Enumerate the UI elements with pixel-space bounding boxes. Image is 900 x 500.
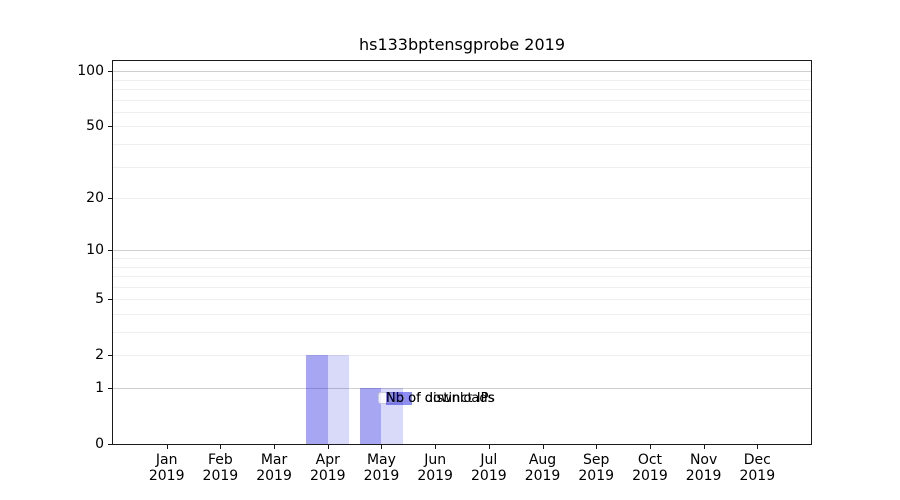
bar-distinct-ips (359, 388, 382, 444)
y-tick-mark (108, 355, 112, 357)
y-gridline-minor (113, 266, 811, 268)
x-tick-mark (220, 445, 222, 449)
y-gridline-minor (113, 99, 811, 101)
x-tick-label: Sep 2019 (578, 452, 615, 484)
y-tick-label: 10 (86, 242, 104, 259)
y-tick-mark (108, 388, 112, 389)
x-tick-mark (488, 445, 490, 449)
y-gridline-minor (113, 276, 811, 278)
legend-swatch (386, 391, 412, 405)
x-tick-label: Feb 2019 (202, 452, 239, 484)
y-tick-mark (108, 71, 112, 73)
legend-swatch (386, 391, 412, 405)
x-tick-mark (435, 445, 437, 449)
y-gridline-minor (113, 126, 811, 128)
x-tick-label: Nov 2019 (685, 452, 722, 484)
y-tick-label: 50 (86, 118, 104, 135)
x-tick-mark (757, 445, 759, 449)
y-tick-mark (108, 198, 112, 200)
x-tick-mark (166, 445, 168, 449)
y-gridline-minor (113, 355, 811, 357)
y-tick-label: 100 (77, 63, 104, 80)
bar-distinct-ips (306, 355, 328, 444)
y-tick-mark (108, 126, 112, 128)
y-gridline-major (113, 71, 811, 73)
x-tick-label: Dec 2019 (739, 452, 776, 484)
x-tick-label: Jan 2019 (148, 452, 185, 484)
y-tick-label: 1 (95, 380, 104, 396)
x-tick-mark (274, 445, 276, 449)
y-gridline-minor (113, 111, 811, 113)
x-tick-mark (596, 445, 598, 449)
x-tick-label: Jun 2019 (417, 452, 453, 484)
x-tick-label: May 2019 (363, 452, 400, 484)
y-gridline-minor (113, 79, 811, 81)
x-tick-label: Mar 2019 (256, 452, 292, 484)
y-gridline-minor (113, 198, 811, 200)
x-tick-label: Jul 2019 (471, 452, 507, 484)
x-tick-mark (327, 445, 329, 449)
y-gridline-minor (113, 144, 811, 146)
y-gridline-minor (113, 313, 811, 315)
bar-downloads (327, 355, 350, 444)
y-gridline-minor (113, 299, 811, 301)
y-gridline-major (113, 250, 811, 252)
legend-label: Nb of distinct IPs (386, 390, 495, 406)
y-gridline-minor (113, 332, 811, 334)
y-tick-label: 5 (95, 291, 104, 308)
y-tick-label: 20 (86, 190, 104, 207)
x-tick-mark (649, 445, 651, 449)
y-tick-mark (108, 444, 112, 445)
y-tick-label: 0 (95, 436, 104, 452)
y-tick-mark (108, 299, 112, 301)
plot-area (112, 60, 812, 445)
y-tick-label: 2 (95, 347, 104, 364)
x-tick-mark (542, 445, 544, 449)
x-tick-label: Oct 2019 (632, 452, 668, 484)
y-gridline-minor (113, 258, 811, 259)
x-tick-label: Aug 2019 (524, 452, 561, 484)
legend-label: Nb of downloads (386, 390, 495, 406)
y-gridline-minor (113, 166, 811, 168)
y-gridline-minor (113, 89, 811, 91)
y-gridline-major (113, 388, 811, 389)
x-tick-label: Apr 2019 (309, 452, 346, 484)
x-tick-mark (381, 445, 383, 449)
legend: Nb of distinct IPs Nb of downloads (378, 391, 495, 406)
x-tick-mark (703, 445, 705, 449)
y-tick-mark (108, 250, 112, 252)
chart-title: hs133bptensgprobe 2019 (358, 35, 566, 54)
y-gridline-minor (113, 286, 811, 288)
